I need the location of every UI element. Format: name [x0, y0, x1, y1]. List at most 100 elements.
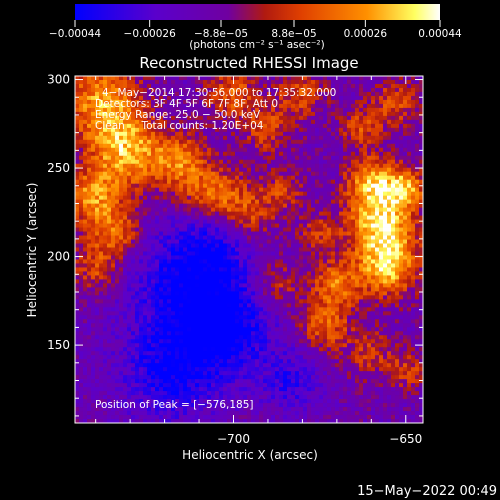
heatmap-cell — [255, 155, 260, 161]
heatmap-cell — [415, 131, 420, 137]
heatmap-cell — [139, 107, 144, 113]
heatmap-cell — [375, 191, 380, 197]
heatmap-cell — [183, 163, 188, 169]
heatmap-cell — [259, 139, 264, 145]
heatmap-cell — [307, 207, 312, 213]
heatmap-cell — [371, 283, 376, 288]
heatmap-cell — [279, 275, 284, 280]
heatmap-cell — [199, 215, 204, 220]
heatmap-cell — [83, 259, 88, 264]
heatmap-cell — [171, 207, 176, 213]
heatmap-cell — [119, 123, 124, 129]
heatmap-cell — [195, 127, 200, 133]
heatmap-cell — [147, 147, 152, 153]
heatmap-cell — [251, 295, 256, 300]
heatmap-cell — [163, 83, 168, 89]
heatmap-cell — [183, 207, 188, 213]
heatmap-cell — [303, 179, 308, 185]
heatmap-cell — [291, 83, 296, 89]
heatmap-cell — [187, 123, 192, 129]
heatmap-cell — [371, 171, 376, 177]
heatmap-cell — [79, 207, 84, 213]
heatmap-cell — [115, 123, 120, 129]
heatmap-cell — [235, 219, 240, 224]
heatmap-cell — [115, 203, 120, 209]
heatmap-cell — [339, 291, 344, 296]
heatmap-cell — [91, 207, 96, 213]
heatmap-cell — [355, 159, 360, 165]
heatmap-cell — [419, 143, 423, 149]
heatmap-cell — [127, 163, 132, 169]
heatmap-cell — [283, 155, 288, 161]
heatmap-cell — [279, 223, 284, 228]
heatmap-cell — [159, 111, 164, 117]
heatmap-cell — [91, 91, 96, 97]
heatmap-cell — [235, 155, 240, 161]
heatmap-cell — [135, 87, 140, 93]
heatmap-cell — [207, 131, 212, 137]
heatmap-cell — [403, 195, 408, 201]
heatmap-cell — [79, 123, 84, 129]
heatmap-cell — [303, 283, 308, 288]
heatmap-cell — [103, 115, 108, 121]
heatmap-cells — [75, 76, 423, 423]
heatmap-cell — [139, 127, 144, 133]
heatmap-cell — [135, 91, 140, 97]
heatmap-cell — [403, 143, 408, 149]
heatmap-cell — [307, 283, 312, 288]
heatmap-cell — [319, 191, 324, 197]
heatmap-cell — [359, 111, 364, 117]
heatmap-cell — [327, 155, 332, 161]
heatmap-cell — [363, 287, 368, 292]
heatmap-cell — [119, 87, 124, 93]
heatmap-cell — [243, 111, 248, 117]
heatmap-cell — [183, 187, 188, 193]
heatmap-cell — [115, 191, 120, 197]
heatmap-cell — [179, 271, 184, 276]
heatmap-cell — [291, 123, 296, 129]
heatmap-cell — [99, 259, 104, 264]
heatmap-cell — [175, 171, 180, 177]
heatmap-cell — [119, 255, 124, 260]
heatmap-cell — [203, 227, 208, 232]
heatmap-cell — [187, 87, 192, 93]
heatmap-cell — [283, 115, 288, 121]
heatmap-cell — [331, 247, 336, 252]
heatmap-cell — [163, 295, 168, 300]
heatmap-cell — [103, 283, 108, 288]
heatmap-cell — [199, 91, 204, 97]
heatmap-cell — [123, 135, 128, 141]
heatmap-cell — [371, 95, 376, 101]
heatmap-cell — [391, 287, 396, 292]
heatmap-cell — [331, 211, 336, 216]
heatmap-cell — [199, 139, 204, 145]
heatmap-cell — [203, 219, 208, 224]
heatmap-cell — [243, 103, 248, 109]
heatmap-cell — [139, 147, 144, 153]
heatmap-cell — [199, 83, 204, 89]
heatmap-cell — [195, 271, 200, 276]
heatmap-cell — [259, 135, 264, 141]
heatmap-cell — [283, 243, 288, 248]
heatmap-cell — [83, 231, 88, 236]
heatmap-cell — [411, 123, 416, 129]
heatmap-cell — [391, 139, 396, 145]
heatmap-cell — [223, 191, 228, 197]
heatmap-cell — [83, 235, 88, 240]
heatmap-cell — [383, 127, 388, 133]
heatmap-cell — [123, 215, 128, 220]
heatmap-cell — [83, 223, 88, 228]
heatmap-cell — [175, 155, 180, 161]
heatmap-cell — [103, 83, 108, 89]
heatmap-cell — [283, 247, 288, 252]
heatmap-cell — [199, 127, 204, 133]
heatmap-cell — [211, 299, 216, 304]
heatmap-cell — [407, 243, 412, 248]
heatmap-cell — [115, 187, 120, 193]
heatmap-cell — [111, 219, 116, 224]
heatmap-cell — [323, 123, 328, 129]
heatmap-cell — [227, 163, 232, 169]
heatmap-cell — [391, 171, 396, 177]
heatmap-cell — [371, 123, 376, 129]
heatmap-cell — [187, 211, 192, 216]
